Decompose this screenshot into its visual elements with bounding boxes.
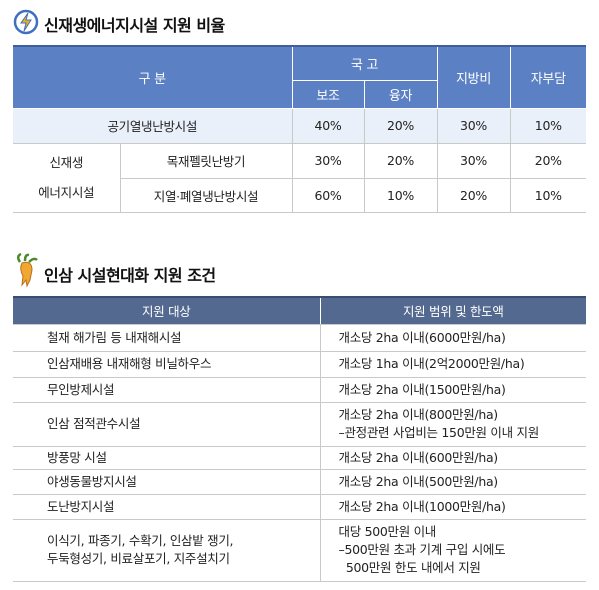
value-cell: 10% [509,177,586,213]
header-cell: 보조 [292,79,365,109]
ginseng-icon [17,252,38,288]
header-cell: 구 분 [13,45,293,109]
header-cell: 지원 대상 [13,296,321,325]
cell-line: 야생동물방지시설 [47,473,137,489]
energy-icon [13,9,39,35]
cell-line: 개소당 2ha 이내(800만원/ha) [338,407,499,422]
value-cell: 10% [509,107,586,144]
table-row: 인삼 점적관수시설 개소당 2ha 이내(800만원/ha) –관정관련 사업비는 … [13,402,586,447]
table-cell: 대당 500만원 이내 –500만원 초과 기계 구입 시에도 500만원 한도 … [320,519,586,582]
value-cell: 20% [509,142,586,179]
table-row: 야생동물방지시설 개소당 2ha 이내(500만원/ha) [13,469,586,495]
table-cell: 철재 해가림 등 내재해시설 [13,324,321,352]
header-cell: 국 고 [291,45,438,81]
header-cell: 융자 [363,79,437,109]
row-label: 지열·폐열냉난방시설 [120,177,293,213]
cell-line: 개소당 2ha 이내(1500만원/ha) [338,381,506,397]
table-row: 도난방지시설 개소당 2ha 이내(1000만원/ha) [13,494,586,520]
ratio-table: 구 분 국 고 지방비 자부담 보조 융자 공기열냉난방시설 40% 20% 30%… [13,45,586,213]
cell-line: 개소당 2ha 이내(1000만원/ha) [338,498,506,514]
header-cell: 자부담 [509,45,586,109]
cell-line: 개소당 2ha 이내(6000만원/ha) [338,329,506,345]
table-cell: 야생동물방지시설 [13,469,321,495]
cell-line: 인삼재배용 내재해형 비닐하우스 [47,356,212,371]
group-line: 신재생 [49,154,84,170]
table-cell: 개소당 2ha 이내(600만원/ha) [320,446,586,470]
value-cell: 20% [363,142,438,179]
table-cell: 개소당 2ha 이내(6000만원/ha) [320,324,586,352]
header-cell: 지방비 [436,45,511,109]
cell-line: 무인방제시설 [47,381,115,397]
table-row: 인삼재배용 내재해형 비닐하우스 개소당 1ha 이내(2억2000만원/ha) [13,351,586,378]
table-row: 철재 해가림 등 내재해시설 개소당 2ha 이내(6000만원/ha) [13,324,586,352]
cell-line: 대당 500만원 이내 [338,524,437,539]
value-cell: 10% [363,177,438,213]
table-cell: 도난방지시설 [13,494,321,520]
cell-line: 개소당 2ha 이내(500만원/ha) [338,473,499,489]
table-cell: 개소당 2ha 이내(500만원/ha) [320,469,586,495]
cell-line: 개소당 2ha 이내(600만원/ha) [338,449,499,465]
table-cell: 인삼 점적관수시설 [13,402,321,447]
section-title: 신재생에너지시설 지원 비율 [44,16,225,35]
header-cell: 지원 범위 및 한도액 [320,296,586,325]
table-cell: 이식기, 파종기, 수확기, 인삼밭 쟁기, 두둑형성기, 비료살포기, 지주설치… [13,519,321,582]
cell-line: 방풍망 시설 [47,449,107,465]
value-cell: 60% [291,177,365,213]
value-cell: 20% [436,177,511,213]
table-cell: 무인방제시설 [13,377,321,403]
cell-line: –관정관련 사업비는 150만원 이내 지원 [338,425,540,440]
cell-line: 개소당 1ha 이내(2억2000만원/ha) [338,356,525,371]
table-row: 방풍망 시설 개소당 2ha 이내(600만원/ha) [13,446,586,470]
value-cell: 20% [363,107,438,144]
value-cell: 30% [291,142,365,179]
cell-line: –500만원 초과 기계 구입 시에도 [338,542,506,557]
cell-line: 이식기, 파종기, 수확기, 인삼밭 쟁기, [47,533,234,548]
section-title: 인삼 시설현대화 지원 조건 [44,266,216,285]
table-cell: 개소당 1ha 이내(2억2000만원/ha) [320,351,586,378]
table-row: 무인방제시설 개소당 2ha 이내(1500만원/ha) [13,377,586,403]
table-cell: 개소당 2ha 이내(1500만원/ha) [320,377,586,403]
cell-line: 두둑형성기, 비료살포기, 지주설치기 [47,551,230,566]
table-row: 이식기, 파종기, 수확기, 인삼밭 쟁기, 두둑형성기, 비료살포기, 지주설치… [13,519,586,582]
cell-line: 도난방지시설 [47,498,115,514]
value-cell: 30% [436,107,511,144]
value-cell: 30% [436,142,511,179]
table-cell: 개소당 2ha 이내(1000만원/ha) [320,494,586,520]
row-label: 목재펠릿난방기 [119,142,293,179]
cell-line: 철재 해가림 등 내재해시설 [47,329,182,345]
value-cell: 40% [291,107,365,144]
group-label: 신재생 에너지시설 [13,142,121,213]
table-cell: 개소당 2ha 이내(800만원/ha) –관정관련 사업비는 150만원 이내 … [320,402,586,447]
table-cell: 방풍망 시설 [13,446,321,470]
cell-line: 인삼 점적관수시설 [47,416,141,431]
row-label: 공기열냉난방시설 [13,107,293,144]
cell-line: 500만원 한도 내에서 지원 [338,560,481,575]
table-cell: 인삼재배용 내재해형 비닐하우스 [13,351,321,378]
group-line: 에너지시설 [38,184,95,200]
